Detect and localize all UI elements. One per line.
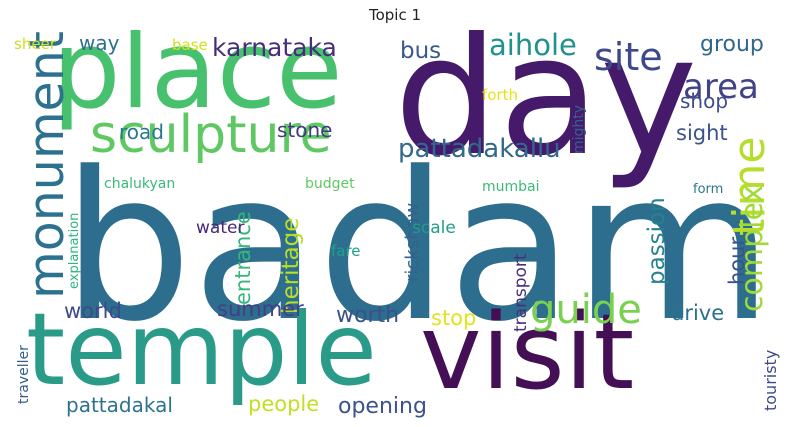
chart-title: Topic 1	[368, 6, 422, 24]
word-form: form	[693, 182, 723, 197]
word-site: site	[594, 35, 663, 79]
word-transport: transport	[511, 253, 531, 332]
word-pattadakal: pattadakal	[66, 393, 173, 417]
word-forth: forth	[482, 86, 518, 104]
word-scale: scale	[412, 218, 456, 238]
word-water: water	[196, 218, 244, 238]
word-group: group	[700, 32, 764, 57]
word-fare: fare	[331, 242, 361, 260]
word-way: way	[79, 31, 120, 55]
word-badami: badami	[62, 129, 780, 367]
word-summer: summer	[217, 297, 304, 321]
word-rickshaw: rickshaw	[402, 203, 423, 282]
word-guide: guide	[530, 287, 642, 333]
word-complex: complex	[735, 185, 770, 312]
word-people: people	[248, 392, 319, 416]
word-sculpture: sculpture	[90, 105, 332, 165]
word-mumbai: mumbai	[482, 179, 540, 195]
word-world: world	[64, 299, 122, 323]
word-aihole: aihole	[489, 30, 577, 62]
word-area: area	[683, 67, 759, 107]
word-base: base	[172, 36, 208, 54]
word-sight: sight	[676, 121, 728, 145]
word-cloud: badami day place temple visit sculpture monume…	[10, 30, 780, 420]
word-drive: drive	[671, 301, 724, 325]
word-time: time	[724, 137, 775, 236]
word-hour: hour	[725, 237, 749, 285]
word-bus: bus	[400, 38, 441, 64]
word-touristy: touristy	[761, 350, 780, 411]
word-visit: visit	[420, 291, 634, 413]
word-explanation: explanation	[67, 213, 82, 289]
word-karnataka: karnataka	[212, 33, 337, 62]
word-traveller: traveller	[16, 345, 32, 404]
word-stop: stop	[431, 306, 476, 330]
word-temple: temple	[26, 291, 377, 408]
word-opening: opening	[338, 394, 427, 419]
word-shop: shop	[680, 89, 728, 113]
word-road: road	[119, 120, 164, 144]
word-day: day	[394, 30, 698, 192]
word-stone: stone	[277, 118, 332, 142]
word-entrance: entrance	[231, 211, 255, 305]
word-budget: budget	[305, 176, 355, 192]
word-passion: passion	[644, 197, 670, 285]
word-sheer: sheer	[14, 35, 57, 53]
word-place: place	[52, 30, 343, 133]
word-pattadakallu: pattadakallu	[398, 134, 561, 164]
word-chalukyan: chalukyan	[104, 176, 175, 192]
word-mighty: mighty	[571, 105, 587, 154]
word-monument: monument	[18, 31, 75, 299]
word-heritage: heritage	[278, 218, 304, 314]
word-worth: worth	[336, 303, 399, 328]
